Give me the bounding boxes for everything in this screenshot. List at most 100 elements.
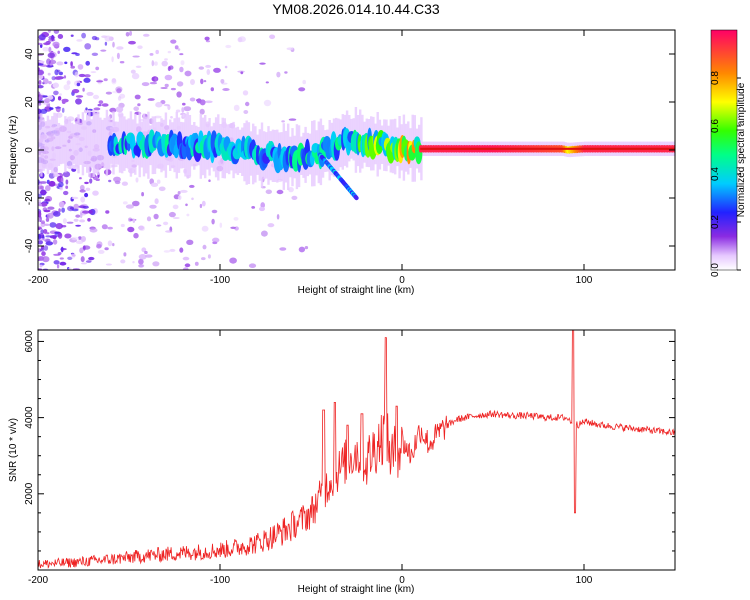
spectrogram-noise-blob [71, 208, 79, 212]
spectrogram-band-envelope [68, 119, 71, 170]
spectrogram-noise-blob [84, 43, 92, 50]
spectrogram-noise-blob [85, 107, 88, 111]
spectrogram-noise-blob [57, 50, 60, 54]
spectrogram-noise-blob [88, 209, 93, 214]
spectrogram-noise-blob [164, 74, 173, 81]
spectrogram-noise-blob [96, 80, 104, 83]
spectrogram-noise-blob [104, 35, 112, 42]
spectrogram-noise-blob [101, 103, 109, 107]
spectrogram-noise-blob [58, 181, 64, 188]
spectrogram-noise-blob [122, 201, 128, 205]
spectrogram-noise-blob [58, 71, 64, 76]
spectrogram-noise-blob [81, 32, 86, 39]
spectrogram-noise-blob [111, 78, 117, 83]
spectrogram-noise-blob [47, 52, 55, 58]
spectrogram-noise-blob [185, 203, 188, 207]
spectrogram-noise-blob [202, 244, 207, 250]
spectrogram-noise-blob [87, 218, 91, 222]
spectrogram-noise-blob [267, 223, 275, 228]
spectrogram-noise-blob [83, 77, 91, 83]
spectrogram-noise-blob [167, 50, 171, 54]
spectrogram-noise-blob [38, 203, 43, 207]
spectrogram-band-core [415, 141, 423, 165]
spectrogram-ytick-label: 40 [24, 48, 35, 60]
spectrogram-noise-blob [212, 237, 220, 243]
spectrogram-noise-blob [154, 198, 159, 205]
spectrogram-noise-blob [175, 109, 181, 113]
spectrogram-noise-blob [94, 37, 100, 41]
spectrogram-band-envelope [90, 119, 93, 168]
spectrogram-noise-blob [177, 48, 181, 51]
spectrogram-branch [354, 195, 359, 201]
spectrogram-band-envelope [48, 119, 52, 170]
spectrogram-noise-blob [71, 236, 80, 241]
spectrogram-noise-blob [44, 199, 51, 202]
spectrogram-ytick-label: -40 [24, 238, 35, 253]
spectrogram-noise-blob [38, 217, 41, 222]
spectrogram-noise-blob [170, 87, 176, 91]
spectrogram-noise-blob [144, 250, 148, 255]
spectrogram-noise-blob [276, 71, 281, 78]
spectrogram-noise-blob [164, 83, 169, 88]
spectrogram-noise-blob [248, 263, 257, 269]
spectrogram-noise-blob [207, 254, 211, 259]
spectrogram-noise-blob [137, 45, 143, 49]
spectrogram-noise-blob [57, 96, 62, 101]
spectrogram-noise-blob [52, 239, 58, 245]
spectrogram-band-envelope [79, 122, 82, 165]
spectrogram-noise-blob [59, 93, 62, 96]
colorbar-tick-label: 0.0 [710, 263, 721, 277]
spectrogram-noise-blob [95, 178, 100, 181]
spectrogram-noise-blob [186, 213, 190, 217]
spectrogram-noise-blob [259, 62, 266, 65]
colorbar-tick-label: 0.8 [710, 71, 721, 85]
spectrogram-noise-blob [38, 199, 41, 206]
spectrogram-noise-blob [225, 44, 232, 49]
spectrogram-noise-blob [75, 95, 84, 98]
spectrogram-noise-blob [84, 181, 89, 185]
spectrogram-noise-blob [229, 257, 237, 264]
spectrogram-band-envelope [101, 119, 104, 167]
spectrogram-noise-blob [233, 217, 239, 221]
spectrogram-noise-blob [149, 81, 158, 85]
spectrogram-band-envelope [42, 119, 45, 171]
spectrogram-noise-blob [165, 230, 173, 233]
spectrogram-noise-blob [177, 195, 182, 201]
spectrogram-noise-blob [177, 191, 181, 195]
spectrogram-noise-blob [70, 34, 74, 37]
spectrogram-noise-blob [38, 69, 45, 76]
spectrogram-noise-blob [43, 42, 51, 46]
spectrogram-band-envelope [88, 110, 91, 177]
spectrogram-noise-blob [129, 30, 133, 36]
spectrogram-noise-blob [71, 196, 79, 200]
spectrogram-noise-blob [48, 35, 56, 40]
spectrogram-noise-blob [49, 222, 57, 228]
spectrogram-noise-blob [38, 80, 42, 85]
spectrogram-noise-blob [288, 187, 294, 193]
spectrogram-noise-blob [77, 64, 84, 70]
spectrogram-noise-blob [68, 267, 72, 270]
spectrogram-ylabel: Frequency (Hz) [8, 116, 19, 185]
spectrogram-noise-blob [39, 108, 48, 114]
spectrogram-noise-blob [132, 55, 140, 58]
spectrogram-band-envelope [62, 125, 65, 164]
spectrogram-noise-blob [58, 201, 65, 208]
snr-ytick-label: 6000 [24, 330, 35, 353]
spectrogram-noise-blob [47, 30, 51, 33]
spectrogram-noise-blob [73, 218, 79, 222]
spectrogram-noise-blob [74, 71, 79, 78]
snr-x-ticks: -200 -100 0 100 [28, 330, 593, 586]
spectrogram-noise-blob [107, 226, 113, 230]
spectrogram-noise-blob [93, 107, 101, 111]
spectrogram-noise-blob [57, 34, 64, 39]
spectrogram-band-envelope [86, 114, 89, 173]
spectrogram-noise-blob [263, 99, 272, 107]
spectrogram-band-envelope [105, 109, 109, 177]
spectrogram-band-envelope [97, 111, 100, 175]
spectrogram-noise-blob [132, 218, 136, 223]
spectrogram-noise-blob [198, 66, 204, 70]
spectrogram-noise-blob [84, 74, 91, 78]
spectrogram-noise-blob [105, 263, 112, 266]
spectrogram-noise-blob [59, 186, 63, 191]
spectrogram-noise-blob [40, 202, 48, 207]
